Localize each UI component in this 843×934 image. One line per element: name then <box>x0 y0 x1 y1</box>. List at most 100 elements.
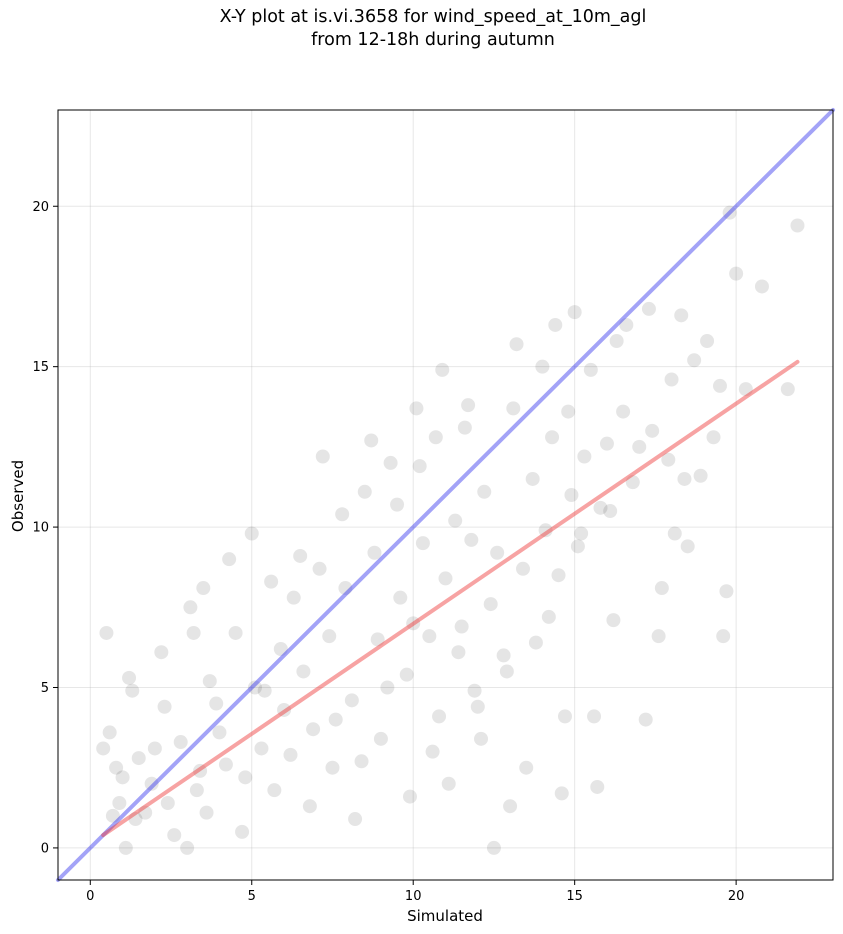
grid-lines <box>58 110 833 880</box>
data-point <box>173 735 188 750</box>
data-point <box>432 709 447 724</box>
data-point <box>186 625 201 640</box>
data-point <box>399 667 414 682</box>
data-point <box>196 581 211 596</box>
data-point <box>425 744 440 759</box>
data-point <box>700 334 715 348</box>
data-point <box>603 504 618 519</box>
data-point <box>428 430 443 445</box>
y-axis-ticks: 0 5 10 15 20 <box>32 200 58 856</box>
data-point <box>583 362 598 377</box>
data-point <box>712 378 727 393</box>
data-point <box>567 305 582 320</box>
data-point <box>128 812 143 827</box>
data-point <box>451 645 466 660</box>
data-point <box>528 635 543 650</box>
data-point <box>754 279 769 294</box>
x-axis-ticks: 0 5 10 15 20 <box>86 880 744 904</box>
data-point <box>144 776 159 791</box>
x-tick-label: 15 <box>566 889 583 904</box>
data-point <box>125 683 140 698</box>
data-point <box>625 475 640 490</box>
data-point <box>315 449 330 464</box>
data-point <box>503 799 518 814</box>
data-point <box>244 526 259 541</box>
data-point <box>474 731 489 746</box>
data-point <box>364 433 379 448</box>
data-point <box>283 747 298 762</box>
data-point <box>457 420 472 435</box>
data-point <box>538 523 553 538</box>
x-tick-label: 20 <box>728 889 745 904</box>
data-point <box>693 468 708 483</box>
data-point <box>286 590 301 605</box>
data-point <box>577 449 592 464</box>
data-point <box>525 471 540 486</box>
data-point <box>645 423 660 438</box>
data-point <box>147 741 162 756</box>
chart-title-line-1: X-Y plot at is.vi.3658 for wind_speed_at… <box>219 7 647 27</box>
data-point <box>415 536 430 551</box>
data-point <box>183 600 198 615</box>
data-point <box>105 808 120 823</box>
data-point <box>344 693 359 708</box>
data-point <box>541 609 556 624</box>
data-point <box>357 484 372 499</box>
data-point <box>312 561 327 576</box>
data-point <box>264 574 279 589</box>
data-point <box>96 741 111 756</box>
data-point <box>122 670 137 685</box>
data-point <box>574 526 589 541</box>
data-point <box>535 359 550 374</box>
data-point <box>716 629 731 644</box>
data-point <box>454 619 469 634</box>
data-point <box>587 709 602 724</box>
y-axis-label: Observed <box>9 460 27 532</box>
data-point <box>212 725 227 740</box>
data-point <box>257 683 272 698</box>
data-point <box>406 616 421 631</box>
data-point <box>199 805 214 820</box>
one-to-one-line <box>56 108 835 882</box>
data-point <box>367 545 382 560</box>
data-point <box>551 568 566 583</box>
data-point <box>438 571 453 586</box>
data-point <box>564 488 579 502</box>
data-point <box>490 545 505 560</box>
data-point <box>273 642 288 656</box>
data-point <box>354 754 369 769</box>
data-point <box>461 398 476 413</box>
data-point <box>467 683 482 698</box>
data-point <box>228 625 243 640</box>
data-point <box>306 722 321 737</box>
data-point <box>593 500 608 515</box>
y-tick-label: 5 <box>41 681 49 696</box>
fit-line <box>101 359 800 838</box>
data-point <box>616 404 631 419</box>
data-point <box>296 664 311 679</box>
data-points <box>96 205 805 855</box>
data-point <box>496 648 511 663</box>
data-point <box>202 674 217 689</box>
data-point <box>180 840 195 855</box>
data-point <box>499 664 514 679</box>
x-tick-label: 10 <box>405 889 422 904</box>
data-point <box>464 532 479 547</box>
data-point <box>719 584 734 599</box>
data-point <box>729 266 744 281</box>
data-point <box>641 301 656 316</box>
y-tick-label: 20 <box>32 200 49 215</box>
data-point <box>393 590 408 605</box>
data-point <box>780 382 795 397</box>
data-point <box>267 783 282 798</box>
data-point <box>99 625 114 640</box>
data-point <box>599 436 614 451</box>
data-point <box>380 680 395 695</box>
data-point <box>348 812 363 827</box>
data-point <box>328 712 343 727</box>
data-point <box>509 337 524 352</box>
data-point <box>654 581 669 596</box>
data-point <box>706 430 721 445</box>
data-point <box>157 699 172 714</box>
